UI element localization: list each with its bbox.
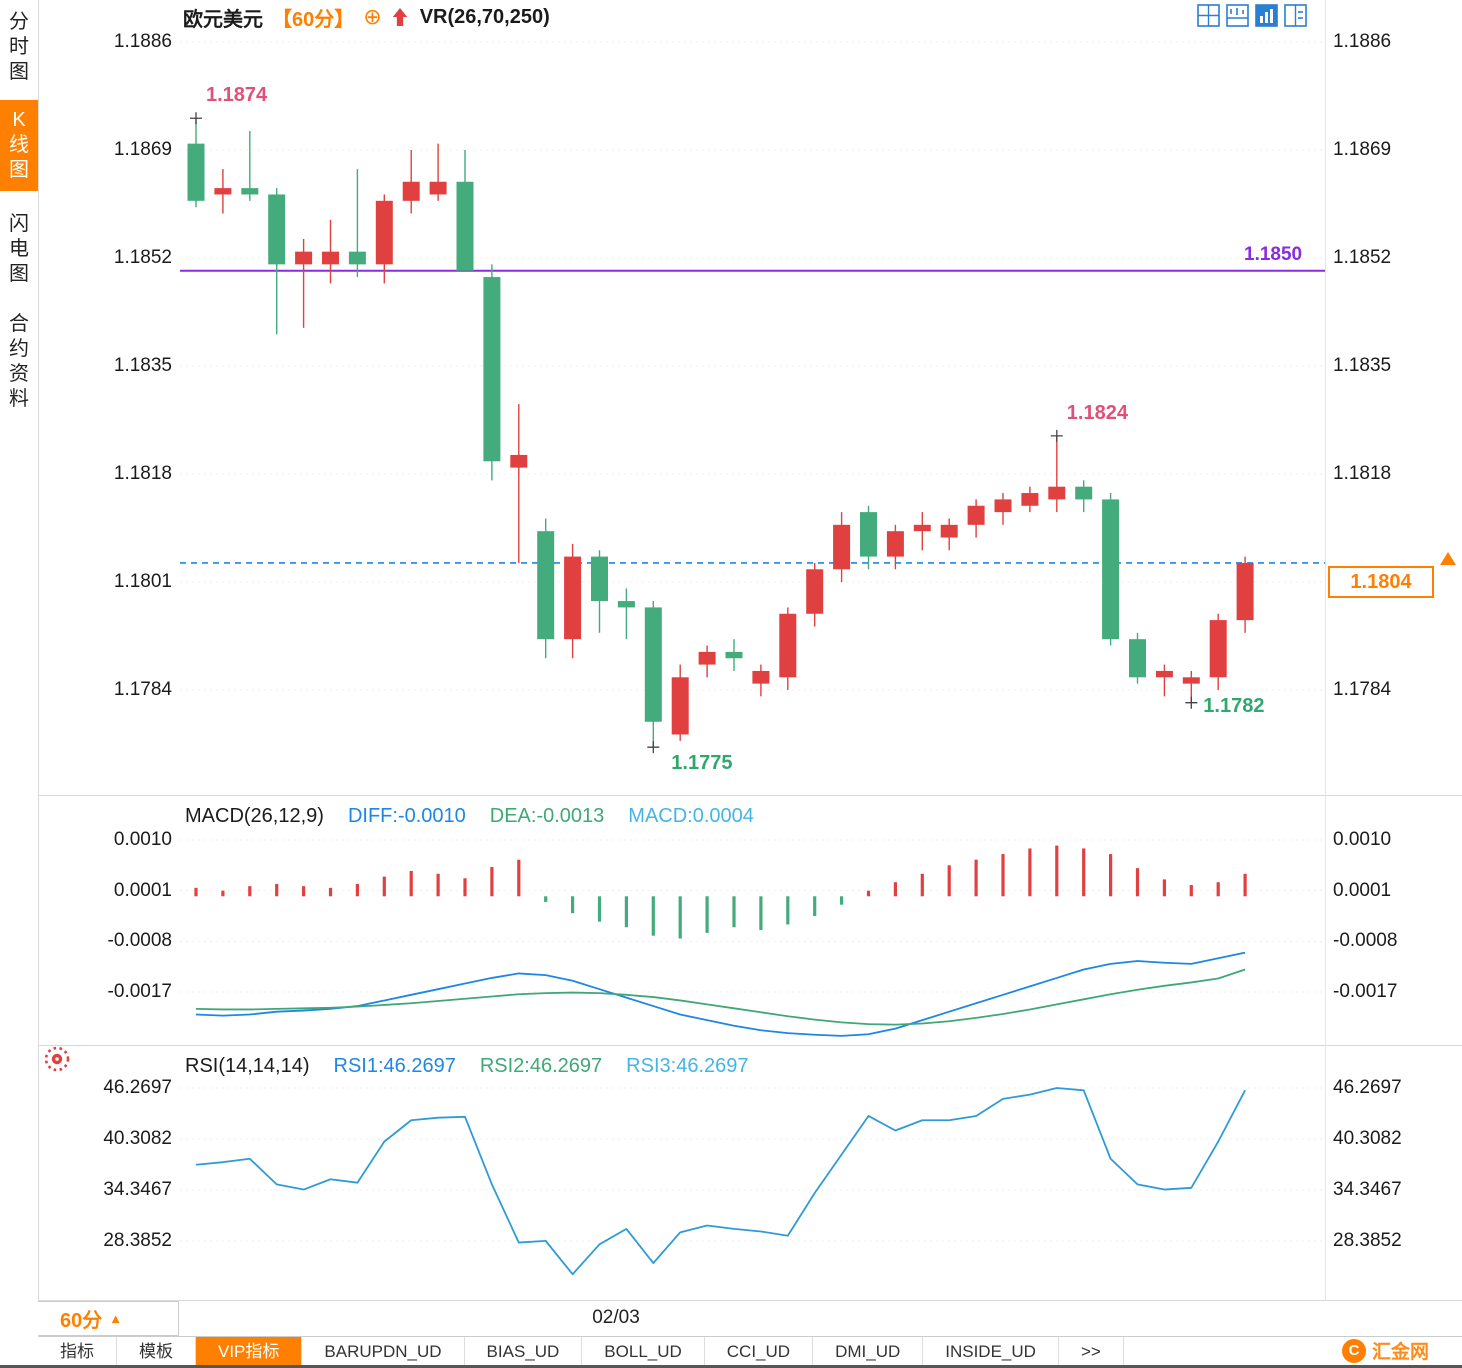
- layout-chart-active-icon[interactable]: [1255, 4, 1278, 27]
- y-axis-label: 40.3082: [103, 1128, 172, 1149]
- y-axis-label: 1.1818: [113, 463, 172, 484]
- extreme-cross-marker: [647, 741, 660, 754]
- y-axis-label: 1.1835: [1333, 355, 1392, 376]
- sun-indicator-icon[interactable]: [42, 1044, 72, 1079]
- y-axis-label: -0.0008: [107, 930, 172, 951]
- extreme-cross-marker: [190, 112, 202, 125]
- tab-inside-ud[interactable]: INSIDE_UD: [923, 1337, 1059, 1366]
- period-selector[interactable]: 60分 ▲: [38, 1301, 179, 1336]
- y-axis-label: -0.0017: [107, 981, 172, 1002]
- low-price-annotation: 1.1775: [671, 752, 733, 775]
- tab-cci-ud[interactable]: CCI_UD: [705, 1337, 814, 1366]
- macd-title: MACD(26,12,9): [185, 805, 324, 827]
- y-axis-label: 0.0001: [1333, 880, 1392, 901]
- y-axis-label: 1.1801: [113, 571, 172, 592]
- price-up-arrow-icon: [1440, 552, 1456, 565]
- tab-indicators[interactable]: 指标: [38, 1337, 117, 1366]
- sidebar: 分时图 K线图 闪电图 合约资料: [0, 0, 39, 1368]
- logo-circle-icon: C: [1342, 1338, 1366, 1363]
- macd-histogram: [194, 845, 1247, 939]
- bottom-edge-bar: [0, 1365, 1462, 1368]
- indicator-tabbar: 指标 模板 VIP指标 BARUPDN_UD BIAS_UD BOLL_UD C…: [38, 1336, 1462, 1366]
- y-axis-label: 46.2697: [103, 1077, 172, 1098]
- layout-rows-icon[interactable]: [1226, 4, 1249, 27]
- period-selector-label: 60分: [60, 1310, 103, 1332]
- rsi2-value: RSI2:46.2697: [479, 1055, 603, 1077]
- macd-macd-value: MACD:0.0004: [628, 805, 754, 827]
- rsi-title: RSI(14,14,14): [185, 1055, 310, 1077]
- layout-grid-icon[interactable]: [1197, 4, 1220, 27]
- y-axis-label: 1.1835: [113, 355, 172, 376]
- period-label: 【60分】: [272, 8, 355, 31]
- period-selector-arrow-icon: ▲: [109, 1311, 123, 1326]
- layout-columns-icon[interactable]: [1284, 4, 1307, 27]
- y-axis-label: 40.3082: [1333, 1128, 1402, 1149]
- rsi3-value: RSI3:46.2697: [626, 1055, 749, 1077]
- high-price-annotation: 1.1824: [1066, 401, 1128, 424]
- y-axis-label: 34.3467: [1333, 1179, 1402, 1200]
- current-price-tag: 1.1804: [1328, 566, 1434, 598]
- symbol-name: 欧元美元: [183, 8, 263, 31]
- site-logo: C 汇金网: [1342, 1337, 1429, 1364]
- y-axis-label: 0.0010: [1333, 829, 1392, 850]
- macd-diff-line: [195, 951, 1246, 1037]
- y-axis-label: 1.1869: [113, 139, 172, 160]
- tab-barupdn-ud[interactable]: BARUPDN_UD: [302, 1337, 465, 1366]
- add-indicator-icon[interactable]: ⊕: [363, 4, 382, 29]
- chart-header: 欧元美元 【60分】 ⊕ VR(26,70,250): [183, 3, 550, 31]
- sidebar-item-time-chart[interactable]: 分时图: [9, 11, 29, 83]
- y-axis-label: 1.1869: [1333, 139, 1392, 160]
- tab-vip-indicators[interactable]: VIP指标: [196, 1337, 303, 1366]
- y-axis-label: 28.3852: [103, 1230, 172, 1251]
- macd-diff-value: DIFF:-0.0010: [347, 805, 466, 827]
- tab-dmi-ud[interactable]: DMI_UD: [813, 1337, 924, 1366]
- y-axis-label: 1.1784: [113, 679, 172, 700]
- y-axis-label: -0.0008: [1333, 930, 1398, 951]
- logo-text: 汇金网: [1372, 1342, 1430, 1363]
- y-axis-label: 0.0010: [113, 829, 172, 850]
- rsi-header: RSI(14,14,14) RSI1:46.2697 RSI2:46.2697 …: [185, 1055, 749, 1078]
- y-axis-label: -0.0017: [1333, 981, 1398, 1002]
- high-price-annotation: 1.1874: [206, 84, 268, 107]
- buy-signal-arrow-icon: [391, 6, 409, 28]
- extreme-cross-marker: [1185, 696, 1198, 709]
- y-axis-label: 1.1886: [1333, 31, 1392, 52]
- y-axis-label: 1.1886: [113, 31, 172, 52]
- candlestick-series: [187, 118, 1254, 748]
- overlay-indicator-label: VR(26,70,250): [419, 5, 550, 28]
- sidebar-item-lightning-chart[interactable]: 闪电图: [9, 213, 29, 285]
- low-price-annotation: 1.1782: [1203, 694, 1265, 717]
- x-axis-date-label: 02/03: [592, 1307, 640, 1328]
- tab-templates[interactable]: 模板: [117, 1337, 196, 1366]
- y-axis-label: 34.3467: [103, 1179, 172, 1200]
- y-axis-label: 1.1784: [1333, 679, 1392, 700]
- sidebar-item-contract-info[interactable]: 合约资料: [9, 313, 29, 410]
- extreme-cross-marker: [1050, 429, 1063, 442]
- tab-boll-ud[interactable]: BOLL_UD: [582, 1337, 705, 1366]
- support-line-price-label: 1.1850: [1244, 244, 1303, 265]
- y-axis-label: 0.0001: [113, 880, 172, 901]
- rsi1-value: RSI1:46.2697: [333, 1055, 456, 1077]
- tab-bias-ud[interactable]: BIAS_UD: [465, 1337, 583, 1366]
- macd-dea-line: [195, 968, 1246, 1026]
- y-axis-label: 1.1852: [113, 247, 172, 268]
- y-axis-label: 1.1852: [1333, 247, 1392, 268]
- y-axis-label: 46.2697: [1333, 1077, 1402, 1098]
- macd-dea-value: DEA:-0.0013: [489, 805, 605, 827]
- macd-header: MACD(26,12,9) DIFF:-0.0010 DEA:-0.0013 M…: [185, 805, 754, 828]
- y-axis-label: 1.1818: [1333, 463, 1392, 484]
- tab-more[interactable]: >>: [1059, 1337, 1124, 1366]
- sidebar-item-kline-chart[interactable]: K线图: [0, 100, 38, 191]
- rsi-line: [195, 1087, 1246, 1276]
- y-axis-label: 28.3852: [1333, 1230, 1402, 1251]
- layout-toolbar: [1197, 4, 1307, 27]
